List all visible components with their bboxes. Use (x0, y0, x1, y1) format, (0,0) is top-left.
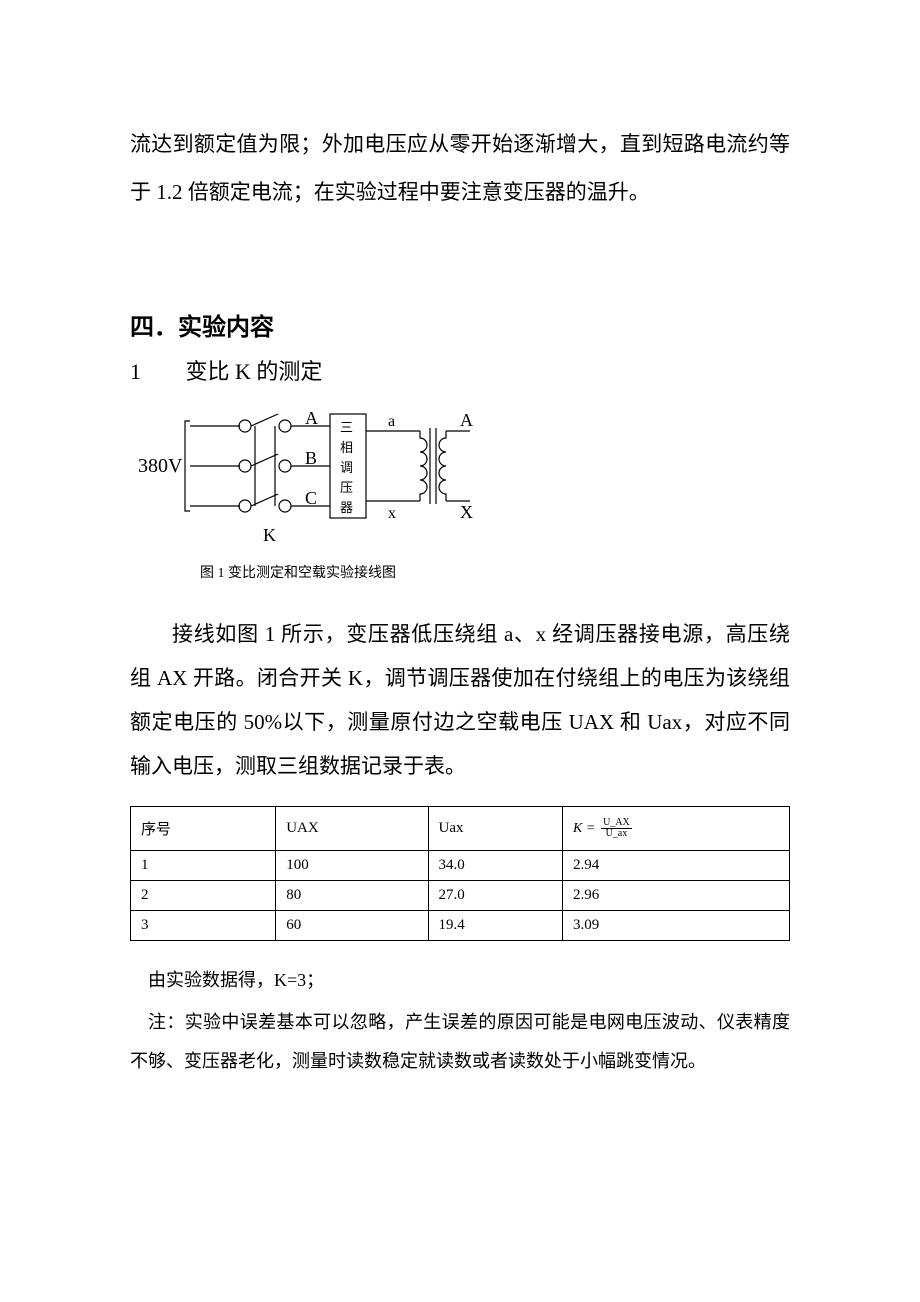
intro-paragraph: 流达到额定值为限；外加电压应从零开始逐渐增大，直到短路电流约等于 1.2 倍额定… (130, 120, 790, 217)
section-heading: 四．实验内容 (130, 307, 790, 342)
cell: 27.0 (428, 880, 563, 910)
table-header-row: 序号 UAX Uax K = U_AX U_ax (131, 806, 790, 850)
k-equals: K = (573, 821, 595, 836)
col-header: UAX (276, 806, 428, 850)
table-row: 1 100 34.0 2.94 (131, 850, 790, 880)
cell: 19.4 (428, 910, 563, 940)
subsection-heading: 1 变比 K 的测定 (130, 354, 790, 386)
cell: 3.09 (563, 910, 790, 940)
table-row: 2 80 27.0 2.96 (131, 880, 790, 910)
svg-text:380V: 380V (138, 455, 183, 477)
svg-text:三: 三 (340, 420, 353, 435)
cell: 1 (131, 850, 276, 880)
svg-text:相: 相 (340, 440, 353, 455)
data-table: 序号 UAX Uax K = U_AX U_ax 1 100 34.0 2.94… (130, 806, 790, 941)
col-header: Uax (428, 806, 563, 850)
table-row: 3 60 19.4 3.09 (131, 910, 790, 940)
svg-text:A: A (460, 410, 473, 430)
svg-text:C: C (305, 488, 317, 508)
svg-text:a: a (388, 413, 395, 430)
frac-bot: U_ax (601, 829, 632, 839)
circuit-diagram: 380V A B C K a x A X 三 相 调 压 器 (130, 396, 790, 556)
result-line: 由实验数据得，K=3； (130, 961, 790, 1001)
body-paragraph: 接线如图 1 所示，变压器低压绕组 a、x 经调压器接电源，高压绕组 AX 开路… (130, 612, 790, 788)
svg-text:K: K (263, 525, 276, 545)
cell: 3 (131, 910, 276, 940)
svg-text:A: A (305, 408, 318, 428)
cell: 80 (276, 880, 428, 910)
note-paragraph: 注：实验中误差基本可以忽略，产生误差的原因可能是电网电压波动、仪表精度不够、变压… (130, 1003, 790, 1082)
figure-caption: 图 1 变比测定和空载实验接线图 (200, 562, 790, 582)
cell: 2.96 (563, 880, 790, 910)
svg-text:调: 调 (340, 460, 353, 475)
cell: 34.0 (428, 850, 563, 880)
svg-text:器: 器 (340, 500, 353, 515)
subsection-number: 1 (130, 359, 180, 385)
col-header: 序号 (131, 806, 276, 850)
cell: 60 (276, 910, 428, 940)
svg-text:B: B (305, 448, 317, 468)
subsection-title: 变比 K 的测定 (186, 359, 323, 384)
k-fraction: U_AX U_ax (601, 818, 632, 839)
svg-text:X: X (460, 502, 473, 522)
col-header-k: K = U_AX U_ax (563, 806, 790, 850)
cell: 2 (131, 880, 276, 910)
cell: 100 (276, 850, 428, 880)
svg-text:x: x (388, 505, 396, 522)
cell: 2.94 (563, 850, 790, 880)
svg-text:压: 压 (340, 480, 353, 495)
